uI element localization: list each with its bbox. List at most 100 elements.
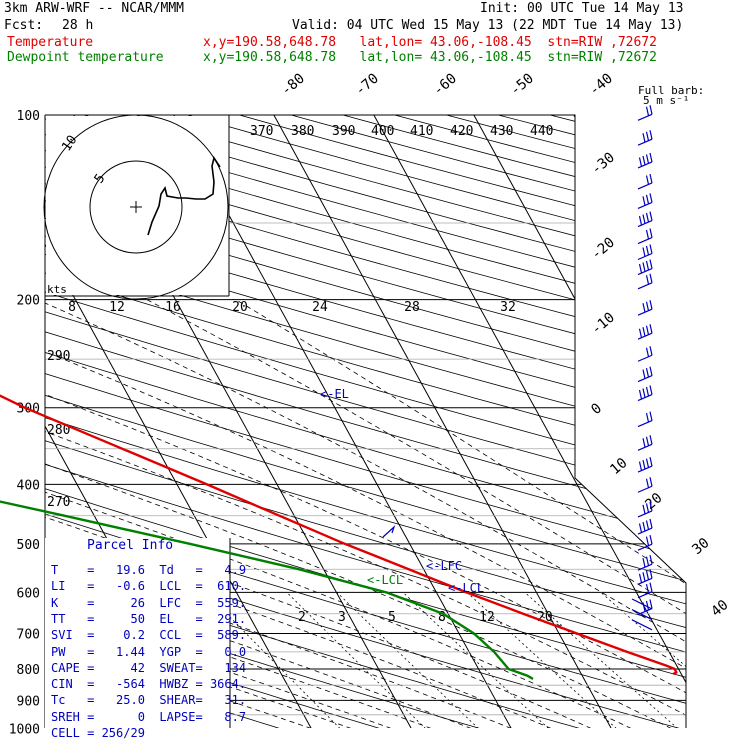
hodograph: 5 10 kts xyxy=(43,114,230,300)
wind-barb xyxy=(637,555,653,571)
parcel-path xyxy=(382,525,396,538)
level-marker: <-LFC xyxy=(426,559,462,573)
isotherm-label: -80 xyxy=(278,71,308,100)
theta-label: 440 xyxy=(530,124,553,139)
init-time: Init: 00 UTC Tue 14 May 13 xyxy=(480,1,684,16)
isotherm-label: 0 xyxy=(588,400,605,418)
mixing-ratio-line xyxy=(205,592,341,728)
isotherm-line xyxy=(573,115,686,728)
hodograph-ring-outer xyxy=(43,114,229,300)
pressure-label: 500 xyxy=(17,538,40,553)
parcel-info-row: CELL = 256/29 xyxy=(51,726,145,740)
hodograph-speed-tick: 20 xyxy=(232,300,248,315)
dewpoint-station-info: x,y=190.58,648.78 lat,lon= 43.06,-108.45… xyxy=(203,50,657,65)
wind-barb xyxy=(637,535,653,551)
isotherm-line xyxy=(45,115,312,728)
dewpoint-line xyxy=(0,500,534,680)
theta-label: 390 xyxy=(332,124,355,139)
parcel-info-row: K = 26 LFC = 559. xyxy=(51,595,247,610)
wind-legend-title: Full barb: xyxy=(638,84,705,97)
hodograph-ring-label-10: 10 xyxy=(59,133,80,154)
dry-adiabat xyxy=(187,115,686,728)
hodograph-speed-tick: 12 xyxy=(109,300,125,315)
isotherm-label: 30 xyxy=(689,535,712,558)
pressure-label: 800 xyxy=(17,663,40,678)
temperature-legend-label: Temperature xyxy=(7,35,94,50)
dewpoint-legend-label: Dewpoint temperature xyxy=(7,50,164,65)
hodograph-speed-tick: 8 xyxy=(68,300,76,315)
moist-adiabat xyxy=(45,299,686,728)
wind-barb xyxy=(637,273,653,290)
wind-barb xyxy=(637,435,653,451)
level-marker: <-LCL xyxy=(448,581,484,595)
isotherm-label: -20 xyxy=(588,235,618,264)
wind-barbs xyxy=(631,105,653,631)
wind-legend-units: 5 m s⁻¹ xyxy=(643,94,690,107)
wind-barb xyxy=(637,211,653,228)
parcel-info-panel: Parcel Info T = 19.6 Td = 4.9 LI = -0.6 L… xyxy=(45,538,246,740)
wind-barb xyxy=(637,228,653,245)
mixing-ratio-line xyxy=(336,592,479,728)
wind-barb xyxy=(637,244,653,261)
wind-barb xyxy=(637,173,653,190)
pressure-label: 400 xyxy=(17,478,40,493)
wind-barb xyxy=(637,366,653,383)
parcel-info-row: PW = 1.44 YGP = 0.0 xyxy=(51,644,247,659)
wind-barb xyxy=(637,385,653,402)
moist-adiabat xyxy=(45,299,686,728)
moist-adiabat xyxy=(45,299,352,728)
pressure-label: 200 xyxy=(17,294,40,309)
wind-barb xyxy=(631,598,653,610)
isotherm-line xyxy=(0,115,11,729)
theta-label: 420 xyxy=(450,124,473,139)
dry-adiabat xyxy=(498,115,686,728)
wind-barb xyxy=(637,105,653,121)
pressure-label: 600 xyxy=(17,586,40,601)
isotherm-label: -30 xyxy=(588,150,618,179)
wind-barb xyxy=(637,569,653,585)
isotherm-line xyxy=(473,115,686,728)
dry-adiabat xyxy=(342,115,686,728)
wind-barb xyxy=(637,193,653,209)
isotherm-label: 10 xyxy=(607,455,630,478)
mixing-ratio-lines xyxy=(205,592,686,728)
hodograph-speed-tick: 28 xyxy=(404,300,420,315)
parcel-info-row: LI = -0.6 LCL = 610. xyxy=(51,579,247,594)
isotherm-label: -40 xyxy=(586,71,616,100)
isotherm-label: -70 xyxy=(352,71,382,100)
isotherm-line xyxy=(373,115,686,728)
parcel-info-row: TT = 50 EL = 291. xyxy=(51,611,247,626)
isotherm-label: 40 xyxy=(708,597,731,620)
hodograph-speed-ticks: 8 12 16 20 24 28 32 xyxy=(68,300,516,315)
parcel-info-row: CIN = -564 HWBZ = 3664. xyxy=(51,677,247,692)
theta-label: 380 xyxy=(291,124,314,139)
hodograph-speed-tick: 16 xyxy=(165,300,181,315)
theta-side-label: 290 xyxy=(47,349,70,364)
wind-barb xyxy=(637,346,653,362)
mixing-ratio-label: 2 xyxy=(298,610,306,625)
wind-barb xyxy=(631,609,653,621)
isotherm-label: 20 xyxy=(642,490,665,513)
model-title: 3km ARW-WRF -- NCAR/MMM xyxy=(4,1,185,16)
wind-barb xyxy=(637,456,653,473)
parcel-info-row: CAPE = 42 SWEAT= 134 xyxy=(51,660,247,675)
wind-barb xyxy=(637,130,653,146)
wind-barb xyxy=(637,501,653,518)
wind-barb xyxy=(637,259,653,276)
parcel-info-row: Tc = 25.0 SHEAR= 31. xyxy=(51,693,247,708)
level-marker: <-EL xyxy=(320,387,349,401)
mixing-ratio-line xyxy=(466,592,617,728)
parcel-info-row: T = 19.6 Td = 4.9 xyxy=(51,563,247,577)
wind-barb xyxy=(637,152,653,169)
isotherm-label: -10 xyxy=(588,310,618,339)
moist-adiabat xyxy=(45,299,432,728)
hodograph-speed-tick: 32 xyxy=(500,300,516,315)
theta-label: 400 xyxy=(371,124,394,139)
wind-barb xyxy=(637,518,653,535)
parcel-info-row: SVI = 0.2 CCL = 589. xyxy=(51,628,247,643)
mixing-ratio-label: 12 xyxy=(479,610,495,625)
isotherm-label: -60 xyxy=(430,71,460,100)
theta-label: 370 xyxy=(250,124,273,139)
moist-adiabat xyxy=(235,299,686,728)
